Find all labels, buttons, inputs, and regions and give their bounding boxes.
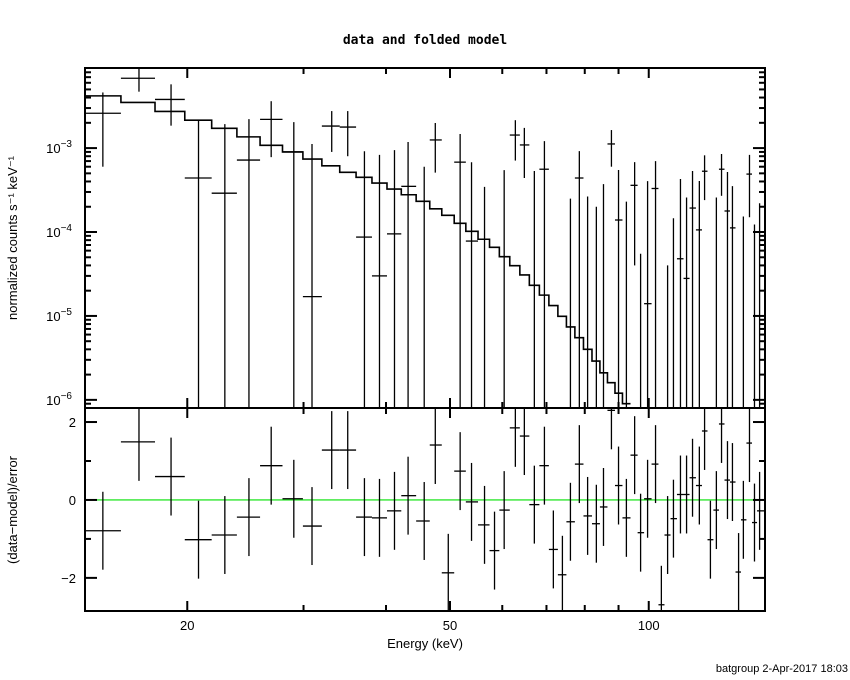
y-tick-base: 10 <box>46 141 60 156</box>
model-step-line <box>85 95 631 405</box>
y-tick-exponent: −3 <box>61 139 73 150</box>
y-tick-exponent: −4 <box>61 223 73 234</box>
x-tick-label: 50 <box>443 618 457 633</box>
y-tick-base: 10 <box>46 309 60 324</box>
top-panel-frame <box>84 67 766 409</box>
y-tick-label: 10−3 <box>46 139 72 156</box>
y-tick-exponent: −5 <box>61 307 73 318</box>
x-axis-label: Energy (keV) <box>387 636 463 651</box>
top-y-axis-label: normalized counts s⁻¹ keV⁻¹ <box>5 155 20 320</box>
residual-y-tick-label: 2 <box>69 415 76 430</box>
y-tick-base: 10 <box>46 393 60 408</box>
bottom-panel <box>85 408 765 611</box>
residual-y-tick-label: 0 <box>69 493 76 508</box>
footer-stamp: batgroup 2-Apr-2017 18:03 <box>716 663 848 675</box>
chart-title: data and folded model <box>343 33 507 48</box>
residual-y-tick-label: −2 <box>61 571 76 586</box>
y-tick-exponent: −6 <box>61 391 73 402</box>
y-tick-base: 10 <box>46 225 60 240</box>
bottom-y-axis-label: (data−model)/error <box>5 455 20 564</box>
x-tick-label: 100 <box>638 618 660 633</box>
bottom-panel-frame <box>84 407 766 612</box>
y-tick-label: 10−4 <box>46 223 72 240</box>
x-tick-label: 20 <box>180 618 194 633</box>
top-panel <box>85 68 761 408</box>
y-tick-label: 10−5 <box>46 307 72 324</box>
y-tick-label: 10−6 <box>46 391 72 408</box>
